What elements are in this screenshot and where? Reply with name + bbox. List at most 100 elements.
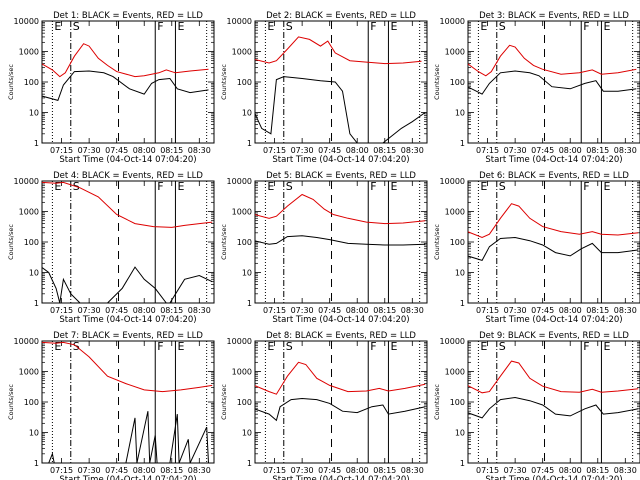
y-tick-label: 1 [247,139,252,148]
plot-frame [467,180,640,304]
y-axis-label: Counts/sec [433,224,441,260]
y-tick-label: 1000 [19,48,39,57]
event-marker-label: S [499,180,506,193]
x-tick-label: 07:15 [263,466,286,475]
y-tick-label: 1000 [445,208,465,217]
y-tick-label: 1 [247,459,252,468]
x-tick-label: 07:30 [504,306,527,315]
x-tick-label: 08:00 [346,146,369,155]
x-tick-label: 07:15 [476,146,499,155]
x-tick-label: 07:45 [531,306,554,315]
event-marker-label: F [370,20,376,33]
y-axis-label: Counts/sec [7,384,15,420]
y-tick-label: 10000 [227,177,252,186]
y-tick-label: 10 [455,429,465,438]
series-events-line [255,397,426,422]
x-tick-label: 07:30 [504,146,527,155]
x-tick-label: 08:15 [586,146,609,155]
y-tick-label: 10 [242,429,252,438]
x-tick-label: 07:30 [291,466,314,475]
x-tick-label: 08:15 [373,146,396,155]
y-tick-label: 1000 [232,368,252,377]
x-tick-label: 07:15 [476,466,499,475]
y-axis-label: Counts/sec [220,384,228,420]
event-marker-label: F [157,20,163,33]
y-axis-label: Counts/sec [7,224,15,260]
event-marker-label: E [267,340,274,353]
x-axis-label: Start Time (04-Oct-14 07:04:20) [272,475,409,480]
x-tick-label: 08:15 [373,466,396,475]
x-axis-label: Start Time (04-Oct-14 07:04:20) [59,475,196,480]
series-lld-line [255,193,426,225]
series-lld-line [468,44,637,77]
x-tick-label: 08:15 [160,466,183,475]
y-tick-label: 100 [237,398,252,407]
x-tick-label: 07:15 [263,306,286,315]
event-marker-label: E [390,340,397,353]
panel-title: Det 9: BLACK = Events, RED = LLD [479,331,629,341]
y-tick-label: 10000 [227,17,252,26]
y-axis-label: Counts/sec [220,64,228,100]
event-marker-label: E [480,180,487,193]
y-tick-label: 1 [460,459,465,468]
panel-title: Det 1: BLACK = Events, RED = LLD [53,11,203,21]
y-tick-label: 100 [24,398,39,407]
x-tick-label: 08:30 [401,146,424,155]
x-tick-label: 08:30 [614,306,637,315]
event-marker-label: S [499,340,506,353]
y-tick-label: 1 [34,459,39,468]
x-tick-label: 08:00 [133,466,156,475]
x-tick-label: 07:45 [531,466,554,475]
x-tick-label: 08:00 [346,306,369,315]
x-tick-label: 07:15 [50,466,73,475]
y-tick-label: 10000 [440,177,465,186]
y-tick-label: 100 [237,238,252,247]
event-marker-label: S [286,180,293,193]
panel-title: Det 6: BLACK = Events, RED = LLD [479,171,629,181]
y-tick-label: 100 [24,78,39,87]
series-lld-line [42,341,213,393]
x-tick-label: 08:15 [160,306,183,315]
x-tick-label: 07:30 [78,146,101,155]
event-marker-label: F [583,20,589,33]
series-events-line [468,70,637,95]
plot-frame [41,340,215,464]
x-tick-label: 08:30 [614,146,637,155]
event-marker-label: F [370,340,376,353]
plot-frame [254,340,428,464]
series-lld-line [42,43,209,78]
x-tick-label: 07:15 [476,306,499,315]
event-marker-label: F [583,180,589,193]
plot-frame [467,20,640,144]
event-marker-label: E [54,180,61,193]
plot-frame [467,340,640,464]
event-marker-label: E [390,180,397,193]
x-tick-label: 07:45 [531,146,554,155]
y-tick-label: 100 [24,238,39,247]
plot-frame [254,20,428,144]
x-tick-label: 07:30 [78,466,101,475]
x-tick-label: 07:45 [318,466,341,475]
y-tick-label: 10 [455,269,465,278]
event-marker-label: S [73,20,80,33]
event-marker-label: E [177,180,184,193]
y-tick-label: 1000 [232,208,252,217]
y-tick-label: 10000 [14,337,39,346]
x-axis-label: Start Time (04-Oct-14 07:04:20) [272,315,409,325]
event-marker-label: E [267,180,274,193]
series-events-line [42,411,209,463]
y-tick-label: 10000 [14,17,39,26]
x-tick-label: 07:30 [291,306,314,315]
event-marker-label: F [157,340,163,353]
y-tick-label: 1000 [19,368,39,377]
event-marker-label: S [286,340,293,353]
x-tick-label: 08:30 [401,466,424,475]
y-tick-label: 1 [460,299,465,308]
x-tick-label: 07:15 [50,146,73,155]
